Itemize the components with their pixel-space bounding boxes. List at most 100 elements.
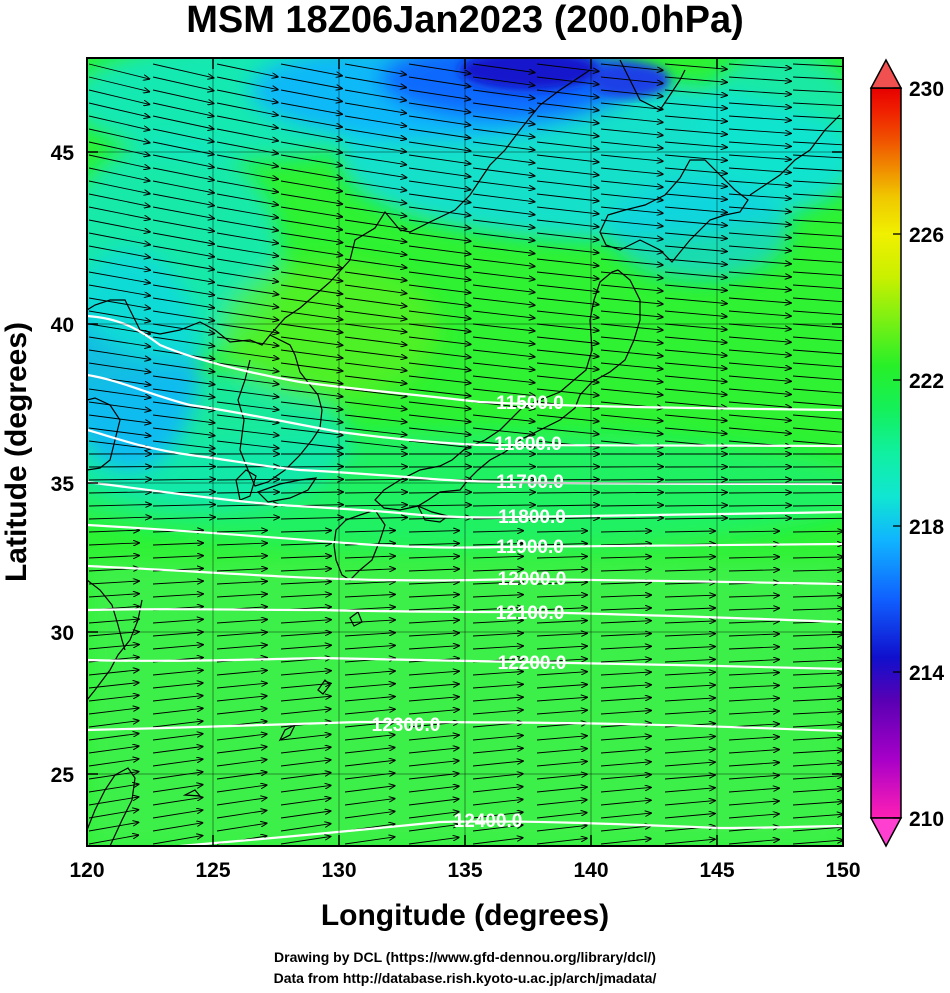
wind-arrow	[408, 697, 459, 702]
wind-arrow	[280, 798, 331, 806]
contour-label: 12100.0	[496, 603, 565, 624]
wind-arrow	[88, 440, 151, 449]
wind-arrow	[152, 581, 203, 585]
wind-arrow	[88, 167, 150, 181]
wind-arrow	[88, 517, 151, 519]
x-tick-labels: 120 125 130 135 140 145 150	[69, 859, 860, 882]
wind-arrow	[600, 557, 651, 558]
wind-arrow	[152, 797, 202, 806]
wind-arrow	[280, 323, 342, 333]
wind-arrow	[408, 414, 471, 422]
wind-arrow	[792, 647, 843, 649]
wind-arrow	[600, 76, 663, 83]
wind-arrow	[600, 775, 651, 780]
x-tick-label: 140	[573, 859, 608, 882]
wind-arrow	[280, 167, 342, 178]
wind-arrow	[472, 569, 523, 571]
wind-arrow	[88, 310, 150, 321]
wind-arrow	[728, 414, 791, 421]
wind-arrow	[216, 581, 267, 584]
wind-arrow	[408, 141, 470, 151]
wind-arrow	[792, 193, 843, 198]
wind-arrow	[600, 582, 651, 584]
wind-arrow	[344, 479, 407, 480]
wind-arrow	[88, 695, 139, 702]
wind-arrow	[728, 63, 791, 68]
wind-arrow	[728, 76, 791, 81]
wind-arrow	[344, 63, 406, 75]
wind-arrow	[408, 543, 459, 545]
wind-arrow	[472, 505, 535, 506]
wind-arrow	[728, 750, 779, 754]
wind-arrow	[664, 839, 715, 845]
wind-arrow	[664, 193, 727, 199]
wind-arrow	[728, 685, 779, 688]
wind-arrow	[408, 761, 459, 767]
wind-arrow	[280, 89, 342, 101]
wind-arrow	[728, 570, 779, 571]
wind-arrow	[152, 388, 214, 397]
wind-arrow	[280, 569, 331, 571]
wind-arrow	[152, 258, 214, 270]
wind-arrow	[152, 721, 203, 728]
wind-arrow	[216, 388, 279, 397]
wind-arrow	[728, 310, 791, 316]
wind-arrow	[408, 620, 459, 624]
wind-arrow	[472, 608, 523, 611]
wind-arrow	[88, 746, 139, 754]
wind-arrow	[664, 659, 715, 662]
wind-arrow	[472, 115, 535, 124]
wind-arrow	[152, 310, 214, 321]
wind-arrow	[88, 141, 150, 155]
wind-arrow	[88, 530, 139, 532]
wind-arrow	[600, 167, 663, 174]
wind-arrow	[600, 749, 651, 754]
wind-arrow	[792, 814, 843, 819]
wind-arrow	[216, 569, 267, 571]
wind-arrow	[536, 258, 599, 266]
wind-arrow	[536, 310, 599, 318]
wind-arrow	[472, 684, 523, 689]
wind-arrow	[472, 141, 535, 150]
wind-arrow	[664, 245, 727, 252]
wind-arrow	[664, 323, 727, 330]
wind-arrow	[344, 620, 395, 624]
wind-arrow	[600, 480, 663, 481]
wind-arrow	[664, 284, 727, 291]
wind-arrow	[536, 349, 599, 357]
wind-arrow	[664, 258, 727, 265]
wind-arrow	[152, 427, 215, 436]
colorbar-tick-label: 226	[909, 224, 944, 247]
wind-arrow	[280, 824, 331, 832]
contour-label: 11700.0	[496, 472, 564, 493]
wind-arrow	[792, 258, 843, 263]
wind-arrow	[792, 570, 843, 571]
wind-arrow	[792, 401, 843, 407]
wind-arrow	[152, 336, 214, 346]
wind-arrow	[152, 375, 214, 385]
wind-arrow	[216, 709, 267, 715]
x-tick-label: 120	[69, 859, 104, 882]
wind-arrow	[216, 89, 278, 102]
wind-arrow	[88, 721, 139, 728]
wind-arrow	[728, 673, 779, 676]
wind-arrow	[344, 76, 406, 88]
y-tick-label: 25	[51, 764, 75, 787]
wind-arrow	[600, 193, 663, 200]
wind-arrow	[152, 810, 202, 819]
wind-arrow	[88, 245, 150, 257]
wind-arrow	[408, 582, 459, 584]
wind-arrow	[472, 349, 535, 357]
wind-arrow	[664, 167, 727, 173]
wind-arrow	[664, 141, 727, 147]
contour-label: 12200.0	[498, 653, 567, 674]
wind-arrow	[536, 141, 599, 149]
wind-arrow	[536, 787, 587, 793]
wind-arrow	[472, 362, 535, 370]
wind-arrow	[664, 271, 727, 278]
wind-arrow	[216, 785, 267, 793]
wind-arrow	[88, 89, 149, 104]
wind-arrow	[728, 102, 791, 107]
wind-arrow	[88, 63, 149, 79]
wind-arrow	[664, 89, 727, 95]
